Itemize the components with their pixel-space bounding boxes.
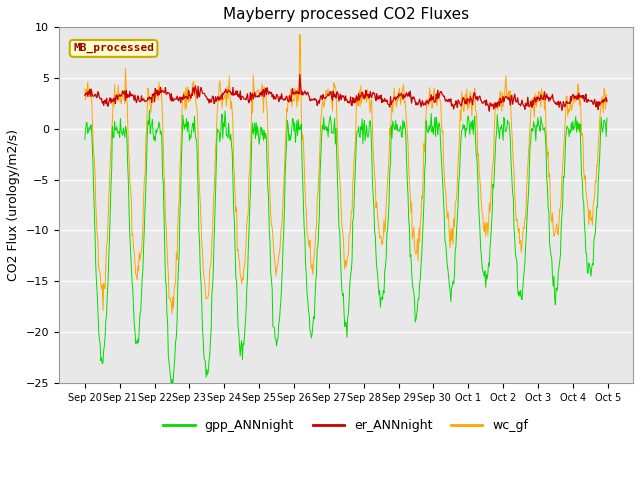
Legend: gpp_ANNnight, er_ANNnight, wc_gf: gpp_ANNnight, er_ANNnight, wc_gf (158, 414, 534, 437)
Title: Mayberry processed CO2 Fluxes: Mayberry processed CO2 Fluxes (223, 7, 469, 22)
Y-axis label: CO2 Flux (urology/m2/s): CO2 Flux (urology/m2/s) (7, 129, 20, 281)
Text: MB_processed: MB_processed (73, 43, 154, 53)
